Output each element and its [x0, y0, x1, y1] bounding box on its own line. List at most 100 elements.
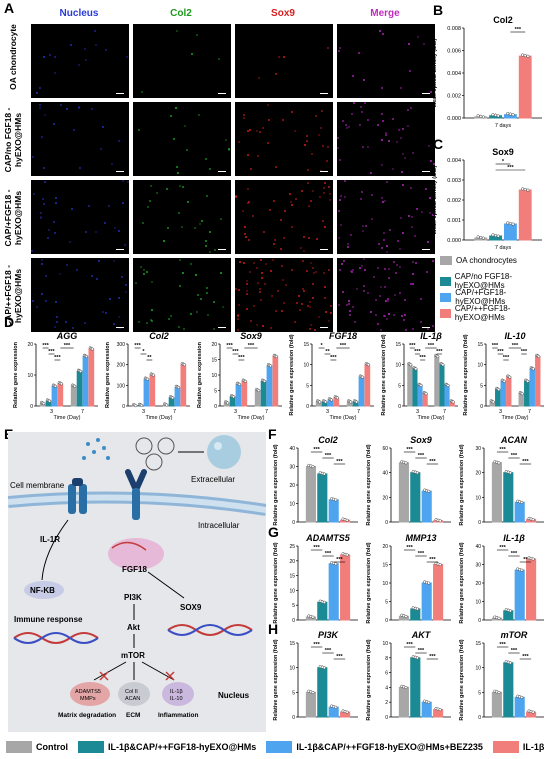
- bar: [518, 189, 532, 241]
- sig-label: ***: [429, 654, 436, 660]
- x-axis-label: Time (Day): [238, 415, 265, 421]
- y-tick-label: 30: [289, 465, 295, 471]
- y-tick-label: 30: [475, 446, 481, 452]
- y-tick-label: 5: [306, 383, 309, 389]
- data-point: [436, 354, 440, 359]
- nfkb-label: NF-KB: [30, 586, 55, 595]
- y-tick-label: 0: [292, 618, 295, 624]
- y-tick-label: 20: [211, 342, 217, 348]
- bar: [495, 388, 501, 407]
- bar: [514, 696, 525, 718]
- sig-label: ***: [418, 648, 425, 654]
- data-point: [322, 472, 326, 476]
- chart-h2: AKT 0 2 4 6 8 10 Relative gene expression (fold…: [366, 630, 451, 721]
- inhibition-marks: [99, 671, 175, 681]
- data-point: [520, 500, 524, 504]
- bar: [88, 348, 95, 407]
- y-tick-label: 10: [477, 363, 483, 369]
- bar: [364, 364, 371, 407]
- row-label: CAP/++FGF18 -hyEXO@HMs: [3, 265, 23, 327]
- legend-label: IL-1β: [522, 742, 545, 752]
- y-tick-label: 0: [122, 404, 125, 410]
- bar: [340, 554, 351, 621]
- bar: [503, 223, 517, 241]
- cell-signal: [337, 258, 339, 260]
- bar: [410, 608, 421, 621]
- y-tick-label: 30: [475, 563, 481, 569]
- sig-label: ***: [419, 355, 426, 361]
- data-point: [335, 396, 339, 400]
- sig-label: *: [321, 343, 324, 349]
- sig-label: ***: [429, 459, 436, 465]
- microsphere: [207, 435, 241, 469]
- micrograph-tile: [31, 102, 129, 176]
- sig-label: ***: [409, 343, 416, 349]
- y-tick-label: 15: [382, 563, 388, 569]
- y-tick-label: 0: [478, 618, 481, 624]
- bar: [398, 462, 409, 523]
- bar: [421, 490, 432, 523]
- y-tick-label: 0: [214, 404, 217, 410]
- chart-title: AKT: [411, 630, 432, 640]
- x-tick-label: 3: [142, 409, 145, 415]
- bar: [180, 364, 187, 407]
- data-point: [48, 399, 52, 403]
- x-axis-label: 7 days: [495, 245, 511, 251]
- y-tick-label: 0.004: [447, 71, 461, 77]
- y-tick-label: 5: [292, 603, 295, 609]
- y-tick-label: 4: [385, 685, 388, 691]
- chart-title: Col2: [493, 15, 513, 25]
- y-tick-label: 0.004: [447, 158, 461, 164]
- data-point: [324, 400, 328, 404]
- y-axis-label: Relative gene expression: [197, 341, 203, 408]
- y-tick-label: 10: [395, 363, 401, 369]
- bar: [514, 569, 525, 621]
- bar: [149, 374, 156, 407]
- y-tick-label: 40: [382, 471, 388, 477]
- data-point: [424, 392, 428, 396]
- data-point: [479, 235, 483, 240]
- sig-label: ***: [313, 545, 320, 551]
- data-point: [497, 616, 501, 620]
- scale-bar: [218, 248, 226, 250]
- data-point: [345, 553, 349, 557]
- bar: [51, 385, 58, 407]
- bar: [503, 662, 514, 718]
- data-point: [415, 656, 419, 660]
- bar: [260, 380, 267, 407]
- scale-bar: [218, 170, 226, 172]
- y-tick-label: 20: [475, 471, 481, 477]
- y-tick-label: 6: [385, 671, 388, 677]
- cell-signal: [235, 102, 237, 104]
- legend-bc-label: CAP/+FGF18-hyEXO@HMs: [455, 288, 507, 306]
- data-point: [438, 519, 442, 523]
- cell-signal: [337, 102, 339, 104]
- chart-g1: ADAMTS5 0 5 10 15 20 25 Relative gene expressio…: [273, 533, 358, 624]
- y-tick-label: 20: [475, 581, 481, 587]
- data-point: [53, 384, 58, 388]
- bar: [328, 563, 339, 621]
- sig-label: ***: [436, 349, 443, 355]
- bar: [524, 380, 530, 407]
- data-point: [479, 114, 483, 118]
- bar: [328, 706, 339, 718]
- chart-title: PI3K: [318, 630, 340, 640]
- y-tick-label: 15: [477, 342, 483, 348]
- data-point: [329, 398, 334, 402]
- x-tick-label: 3: [326, 409, 329, 415]
- box1a: ADAMTS5: [75, 689, 101, 695]
- y-tick-label: 20: [382, 495, 388, 501]
- dna-strand-left: [13, 632, 99, 644]
- y-tick-label: 0: [478, 520, 481, 526]
- data-point: [531, 518, 535, 522]
- data-point: [345, 710, 349, 714]
- y-tick-label: 40: [289, 446, 295, 452]
- sig-label: ***: [336, 557, 343, 563]
- data-point: [496, 234, 500, 238]
- data-point: [84, 354, 89, 359]
- sig-label: ***: [507, 165, 514, 171]
- arrow-sox9: [147, 571, 185, 599]
- bar: [57, 383, 64, 407]
- data-point: [520, 695, 524, 699]
- bar: [70, 385, 77, 407]
